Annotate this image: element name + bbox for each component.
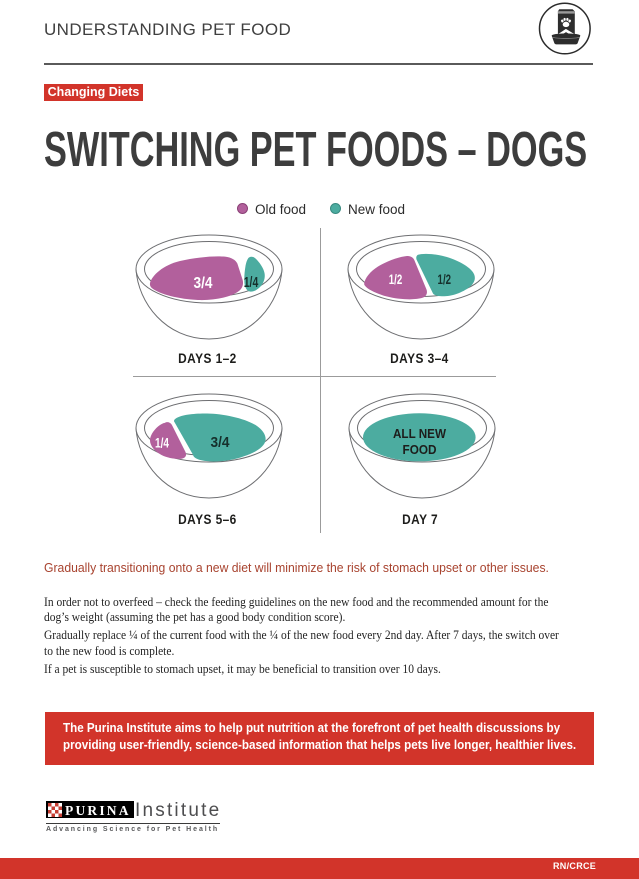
- svg-text:1/4: 1/4: [155, 436, 169, 451]
- svg-text:3/4: 3/4: [194, 275, 213, 292]
- svg-text:1/2: 1/2: [438, 271, 452, 287]
- svg-text:3/4: 3/4: [211, 434, 231, 451]
- svg-text:1/4: 1/4: [244, 275, 259, 291]
- svg-text:1/2: 1/2: [389, 271, 403, 287]
- svg-text:ALL NEW: ALL NEW: [393, 426, 447, 441]
- svg-text:FOOD: FOOD: [403, 442, 437, 457]
